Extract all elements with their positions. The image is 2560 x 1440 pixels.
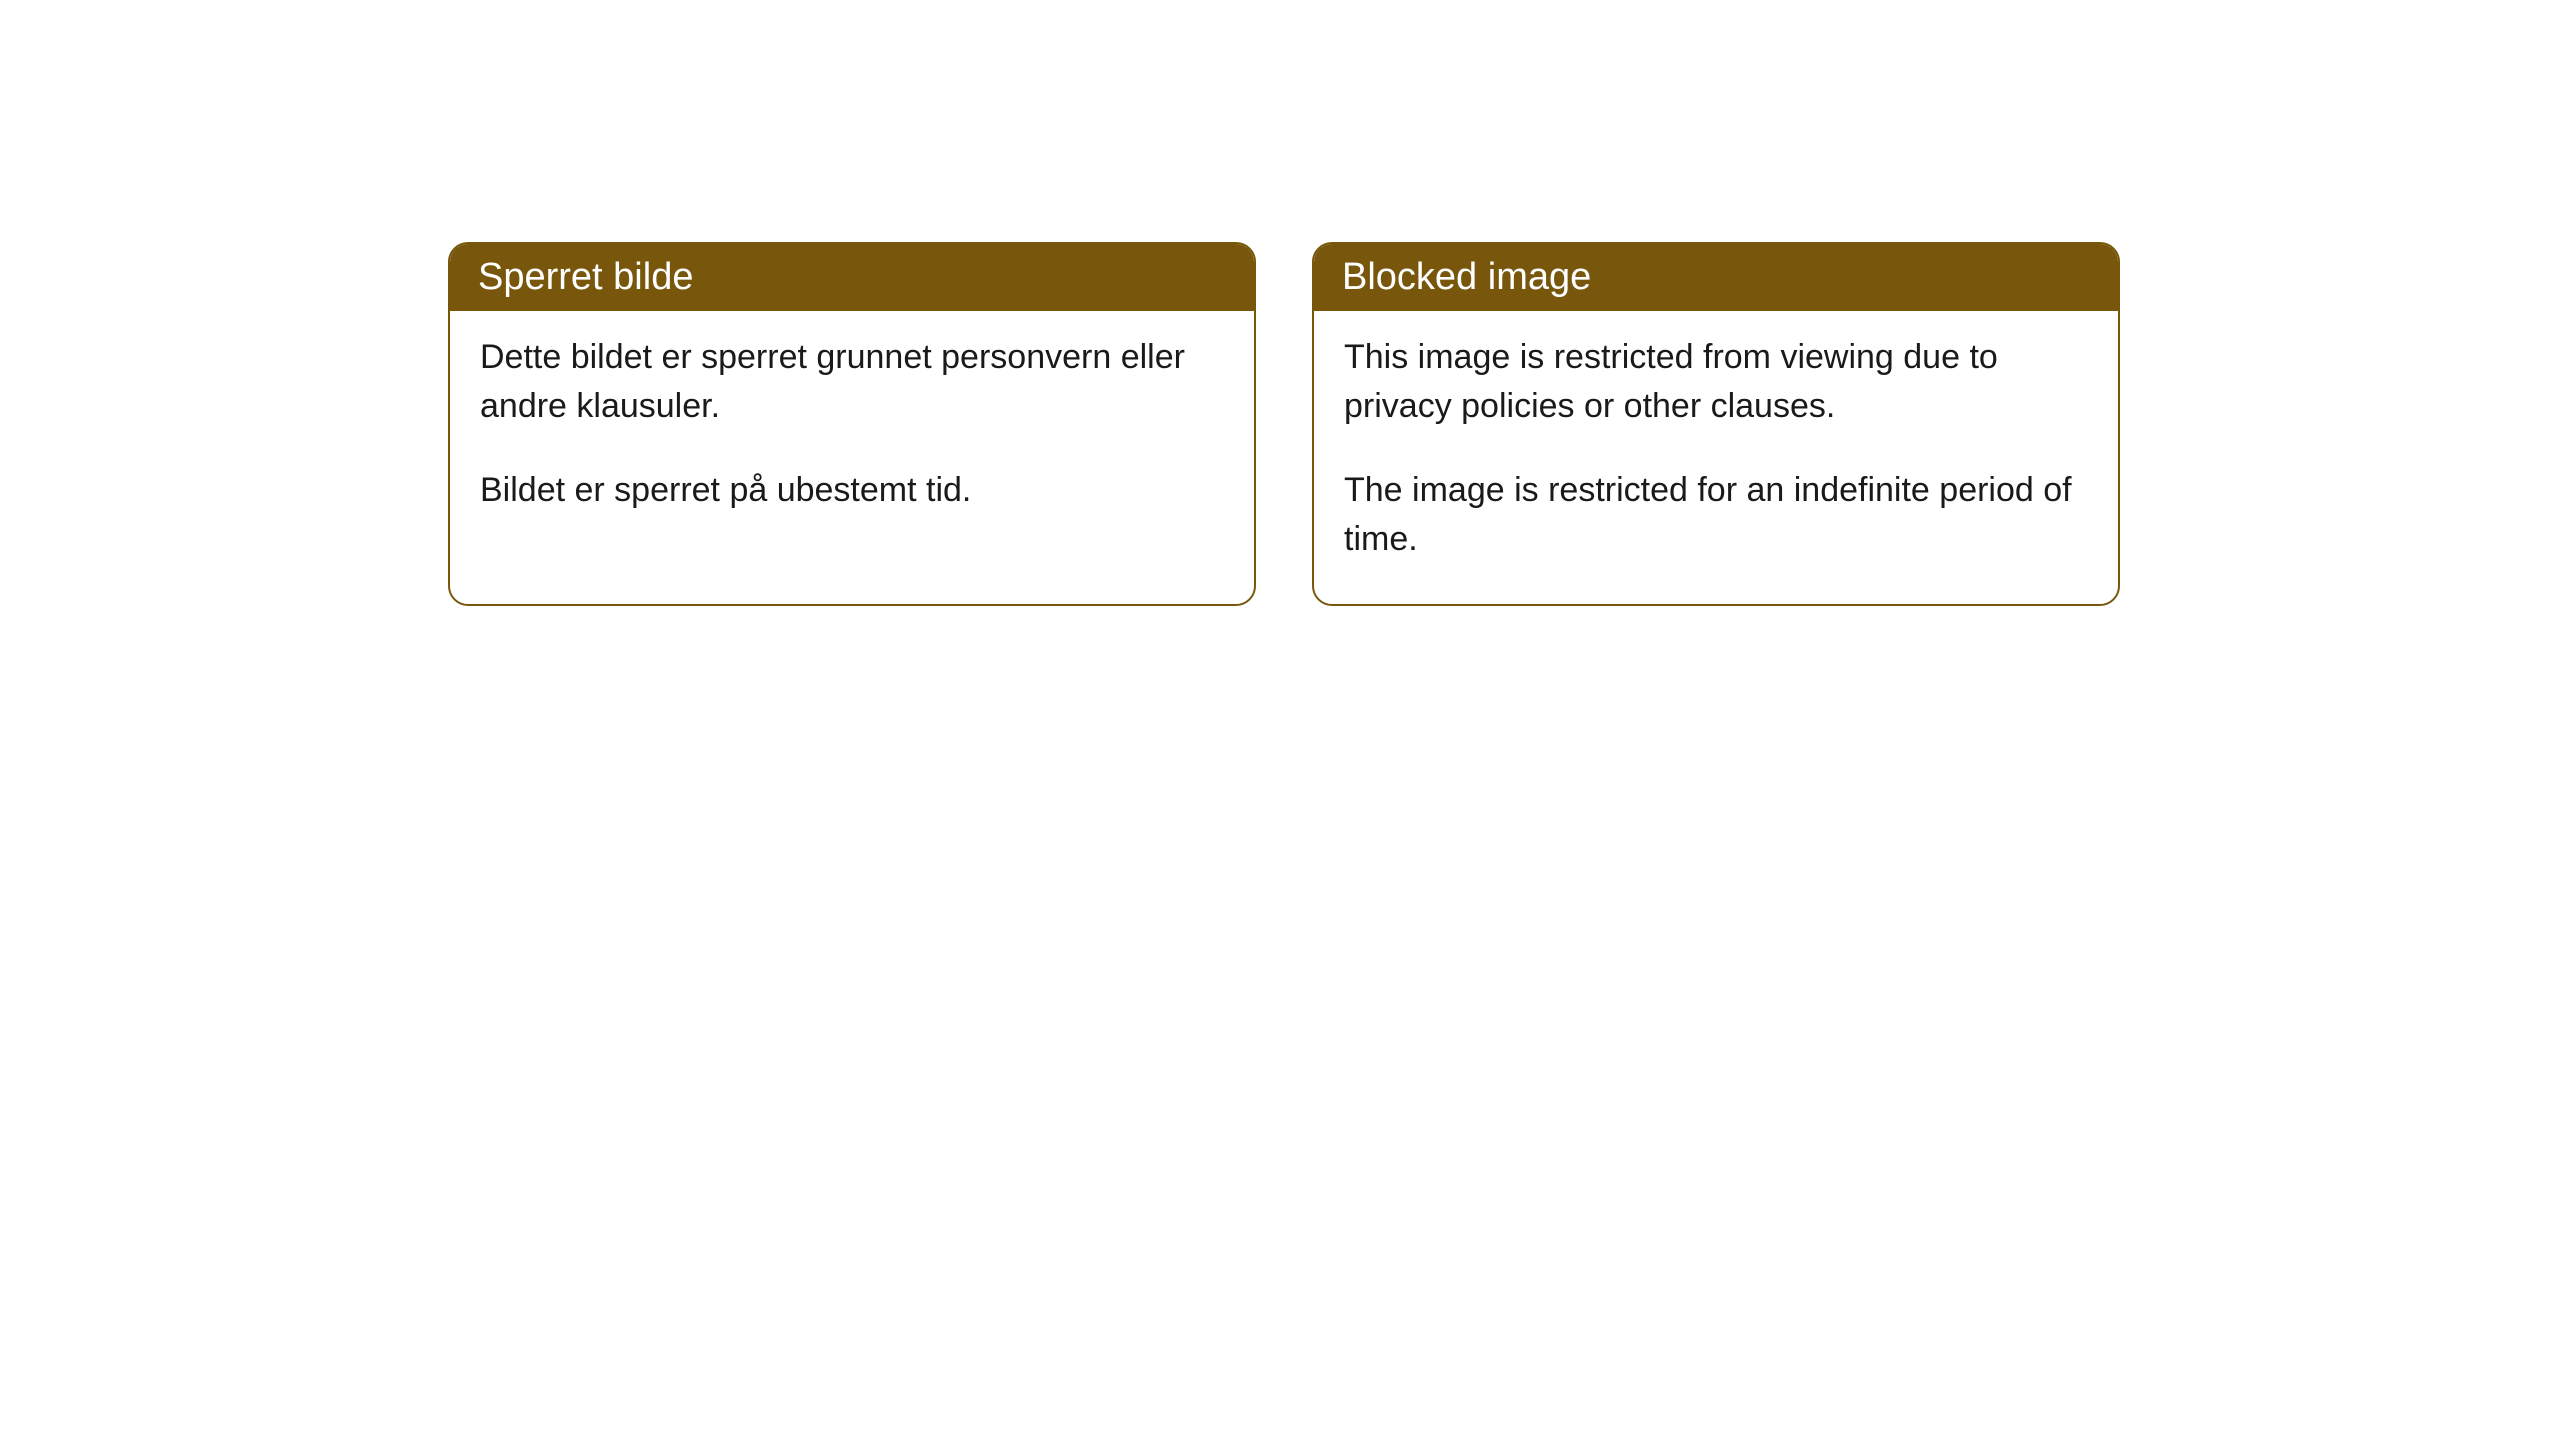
- card-title: Sperret bilde: [478, 256, 693, 298]
- card-paragraph: This image is restricted from viewing du…: [1344, 333, 2088, 432]
- notice-card-english: Blocked image This image is restricted f…: [1312, 242, 2120, 606]
- card-title: Blocked image: [1342, 256, 1591, 298]
- notice-cards-container: Sperret bilde Dette bildet er sperret gr…: [448, 242, 2120, 606]
- card-paragraph: Bildet er sperret på ubestemt tid.: [480, 466, 1224, 515]
- card-paragraph: The image is restricted for an indefinit…: [1344, 466, 2088, 565]
- card-body: Dette bildet er sperret grunnet personve…: [450, 311, 1254, 555]
- notice-card-norwegian: Sperret bilde Dette bildet er sperret gr…: [448, 242, 1256, 606]
- card-body: This image is restricted from viewing du…: [1314, 311, 2118, 604]
- card-paragraph: Dette bildet er sperret grunnet personve…: [480, 333, 1224, 432]
- card-header: Sperret bilde: [450, 244, 1254, 311]
- card-header: Blocked image: [1314, 244, 2118, 311]
